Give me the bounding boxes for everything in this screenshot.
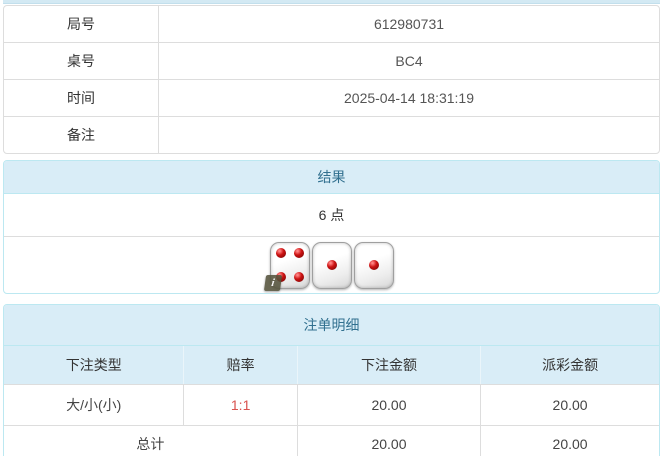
game-info-table: 局号 612980731 桌号 BC4 时间 2025-04-14 18:31:… — [3, 5, 660, 154]
col-header-bet-type: 下注类型 — [65, 357, 122, 373]
total-payout-amount: 20.00 — [480, 426, 659, 456]
result-points: 6 点 — [4, 194, 659, 237]
image-info-badge-icon[interactable]: i — [263, 274, 282, 291]
round-number-label: 局号 — [4, 6, 159, 42]
bet-detail-panel-title: 注单明细 — [4, 305, 659, 346]
table-row: 局号 612980731 — [4, 6, 659, 43]
col-header-payout-amount: 派彩金额 — [480, 346, 659, 384]
round-number-value: 612980731 — [373, 16, 445, 32]
result-panel: 结果 6 点 i — [3, 160, 660, 294]
table-row: 备注 — [4, 117, 659, 153]
bet-amount: 20.00 — [296, 385, 480, 425]
time-label: 时间 — [4, 80, 159, 116]
table-row: 桌号 BC4 — [4, 43, 659, 80]
payout-amount: 20.00 — [480, 385, 659, 425]
bet-table-header-row: 下注类型 赔率 下注金额 派彩金额 — [4, 346, 659, 385]
die-2-image — [311, 241, 352, 289]
die-1-image: i — [263, 241, 310, 291]
bet-odds: 1:1 — [183, 385, 296, 425]
result-panel-title: 结果 — [4, 161, 659, 194]
bet-row: 大/小(小) 1:1 20.00 20.00 — [4, 385, 659, 426]
table-row: 时间 2025-04-14 18:31:19 — [4, 80, 659, 117]
total-label: 总计 — [136, 436, 165, 452]
table-number-label: 桌号 — [4, 43, 159, 79]
remark-value — [159, 117, 659, 153]
col-header-odds: 赔率 — [183, 346, 296, 384]
table-number-value: BC4 — [395, 53, 423, 69]
remark-label: 备注 — [4, 117, 159, 153]
time-value: 2025-04-14 18:31:19 — [344, 90, 474, 106]
total-bet-amount: 20.00 — [296, 426, 480, 456]
bet-detail-panel: 注单明细 下注类型 赔率 下注金额 派彩金额 大/小(小) 1:1 20.00 … — [3, 304, 660, 456]
previous-panel-edge — [3, 0, 660, 4]
dice-row: i — [4, 237, 659, 293]
col-header-bet-amount: 下注金额 — [296, 346, 480, 384]
bet-total-row: 总计 20.00 20.00 — [4, 426, 659, 456]
die-3-image — [353, 241, 394, 289]
bet-type: 大/小(小) — [66, 397, 122, 413]
